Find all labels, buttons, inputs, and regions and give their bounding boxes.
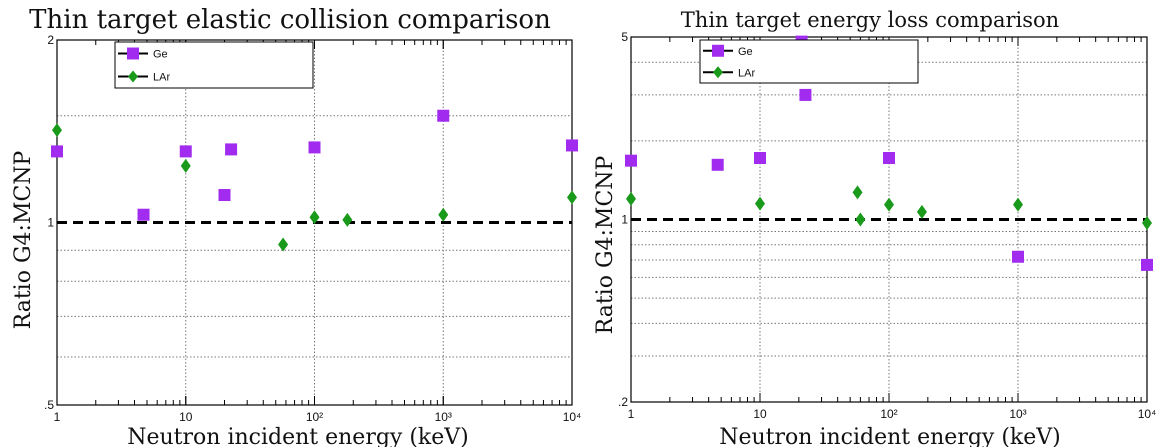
- x-tick-label: 10⁴: [1138, 407, 1157, 421]
- data-point-lar: [180, 158, 191, 173]
- legend: Ge LAr: [114, 41, 314, 89]
- data-point-ge: [1141, 258, 1153, 271]
- y-tick-label: 2: [47, 33, 54, 47]
- data-point-ge: [51, 145, 63, 158]
- data-point-ge: [799, 88, 812, 101]
- x-axis-label: Neutron incident energy (keV): [127, 425, 469, 447]
- energy-loss-chart: Thin target energy loss comparison 1 10 10…: [593, 8, 1156, 447]
- x-axis-label: Neutron incident energy (keV): [719, 425, 1061, 447]
- y-tick-label: 5: [621, 30, 628, 44]
- data-point-lar: [342, 212, 353, 227]
- data-point-lar: [52, 123, 62, 138]
- legend: Ge LAr: [699, 39, 919, 84]
- y-tick-label: .5: [44, 398, 54, 412]
- data-point-ge: [308, 141, 321, 154]
- data-point-ge: [566, 139, 578, 152]
- tick-labels: 1 10 10² 10³ 10⁴.512: [44, 33, 581, 424]
- x-tick-label: 10: [179, 410, 193, 424]
- data-point-lar: [884, 197, 894, 212]
- legend-label-lar: LAr: [153, 72, 170, 84]
- y-tick-label: 1: [47, 216, 54, 230]
- data-point-ge: [754, 152, 766, 165]
- chart-title: Thin target energy loss comparison: [681, 8, 1059, 32]
- data-point-lar: [438, 207, 449, 222]
- legend-label-ge: Ge: [738, 46, 753, 58]
- elastic-collision-chart: Thin target elastic collision comparison…: [11, 5, 581, 447]
- data-point-ge: [179, 145, 192, 158]
- data-point-ge: [225, 143, 238, 156]
- x-tick-label: 10³: [1009, 407, 1026, 421]
- data-point-lar: [916, 204, 927, 219]
- data-point-ge: [625, 154, 637, 167]
- legend-label-ge: Ge: [153, 49, 168, 61]
- legend-marker-ge: [127, 47, 139, 60]
- legend-marker-lar: [713, 66, 723, 79]
- x-tick-label: 1: [54, 410, 61, 424]
- x-tick-label: 10⁴: [563, 410, 582, 424]
- y-tick-label: 1: [621, 213, 628, 227]
- data-point-lar: [278, 237, 289, 252]
- data-point-ge: [883, 152, 895, 165]
- data-point-lar: [755, 196, 765, 211]
- data-point-lar: [852, 185, 863, 200]
- tick-labels: 1 10 10² 10³ 10⁴.215: [618, 30, 1156, 421]
- data-point-lar: [1142, 215, 1152, 230]
- legend-box: [699, 39, 919, 84]
- x-tick-label: 10²: [306, 410, 323, 424]
- data-point-ge: [218, 189, 231, 202]
- y-axis-label: Ratio G4:MCNP: [593, 155, 618, 334]
- y-axis-label: Ratio G4:MCNP: [11, 150, 36, 329]
- data-point-lar: [1013, 197, 1023, 212]
- legend-box: [114, 41, 314, 89]
- x-tick-label: 10: [753, 407, 767, 421]
- legend-marker-lar: [128, 70, 138, 83]
- legend-label-lar: LAr: [738, 67, 755, 79]
- data-point-lar: [567, 190, 577, 205]
- x-tick-label: 10²: [880, 407, 897, 421]
- y-tick-label: .2: [618, 395, 628, 409]
- data-point-lar: [309, 210, 320, 225]
- data-point-ge: [711, 158, 724, 171]
- chart-title: Thin target elastic collision comparison: [29, 5, 551, 35]
- data-point-ge: [1012, 250, 1024, 263]
- data-point-ge: [437, 109, 450, 122]
- x-tick-label: 10³: [435, 410, 452, 424]
- legend-marker-ge: [712, 44, 724, 57]
- data-point-lar: [855, 212, 866, 227]
- data-point-lar: [626, 191, 636, 206]
- data-point-ge: [137, 208, 150, 221]
- data-points: [51, 109, 578, 252]
- x-tick-label: 1: [628, 407, 635, 421]
